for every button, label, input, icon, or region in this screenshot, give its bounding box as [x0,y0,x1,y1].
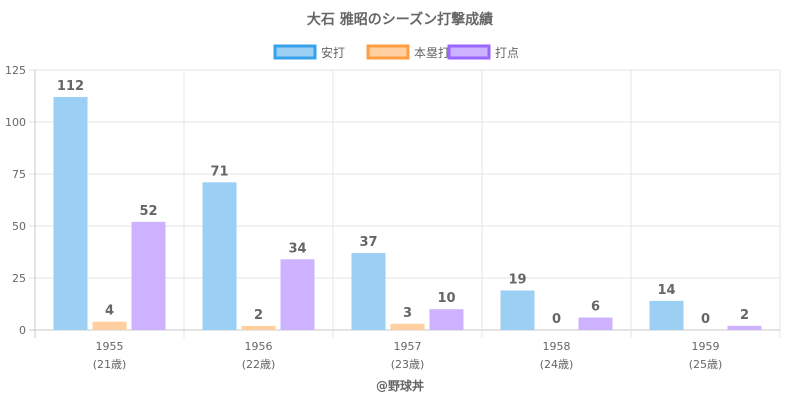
data-label-2-1956: 2 [254,308,263,323]
x-tick-label: 1959 [692,340,720,353]
y-tick-label: 50 [12,220,26,233]
x-axis: 1955 (21歳) 1956 (22歳) 1957 (23歳) 1958 (24歳) 1959… [93,340,723,371]
y-tick-label: 25 [12,272,26,285]
bar-1-1957 [351,253,386,330]
legend-label-2: 本塁打 [414,46,450,60]
bar-2-1955 [92,321,127,330]
data-label-3-1957: 10 [437,291,455,306]
bar-2-1957 [390,323,425,330]
x-tick-label: 1956 [245,340,273,353]
y-tick-label: 0 [19,324,26,337]
bar-3-1957 [429,309,464,330]
data-label-1-1957: 37 [359,235,377,250]
legend-label-1: 安打 [321,45,345,60]
x-tick-label: 1957 [394,340,422,353]
x-tick-sublabel: (22歳) [242,358,276,371]
data-label-1-1955: 112 [57,79,84,94]
legend-label-3: 打点 [495,46,519,60]
x-tick-label: 1955 [96,340,124,353]
data-label-3-1956: 34 [288,241,306,256]
data-label-1-1959: 14 [657,283,675,298]
bar-1-1959 [649,300,684,330]
y-tick-label: 75 [12,168,26,181]
bar-1-1958 [500,290,535,330]
bar-3-1956 [280,259,315,330]
bar-1-1956 [202,182,237,330]
data-label-1-1956: 71 [210,164,228,179]
x-tick-sublabel: (21歳) [93,358,127,371]
data-label-1-1958: 19 [508,272,526,287]
data-labels: 112 4 52 71 2 34 37 3 10 19 0 6 14 0 2 [57,79,749,327]
bar-3-1959 [727,325,762,330]
bars [53,97,762,330]
data-label-2-1957: 3 [403,306,412,321]
legend-swatch-2 [366,44,410,60]
data-label-3-1958: 6 [591,300,600,315]
legend-swatch-3 [447,44,491,60]
y-axis: 0 25 50 75 100 125 [5,64,26,337]
y-tick-label: 125 [5,64,26,77]
bar-3-1958 [578,317,613,330]
data-label-3-1955: 52 [139,204,157,219]
y-tick-label: 100 [5,116,26,129]
legend: 安打 本塁打 打点 [273,44,519,60]
data-label-2-1958: 0 [552,312,561,327]
footer-credit: @野球丼 [376,378,424,393]
data-label-2-1959: 0 [701,312,710,327]
chart-title: 大石 雅昭のシーズン打撃成績 [307,11,493,28]
x-tick-sublabel: (24歳) [540,358,574,371]
x-tick-sublabel: (23歳) [391,358,425,371]
x-tick-sublabel: (25歳) [689,358,723,371]
legend-swatch-1 [273,44,317,60]
data-label-3-1959: 2 [740,308,749,323]
bar-1-1955 [53,97,88,330]
bar-2-1956 [241,325,276,330]
x-tick-label: 1958 [543,340,571,353]
data-label-2-1955: 4 [105,304,114,319]
bar-3-1955 [131,221,166,330]
